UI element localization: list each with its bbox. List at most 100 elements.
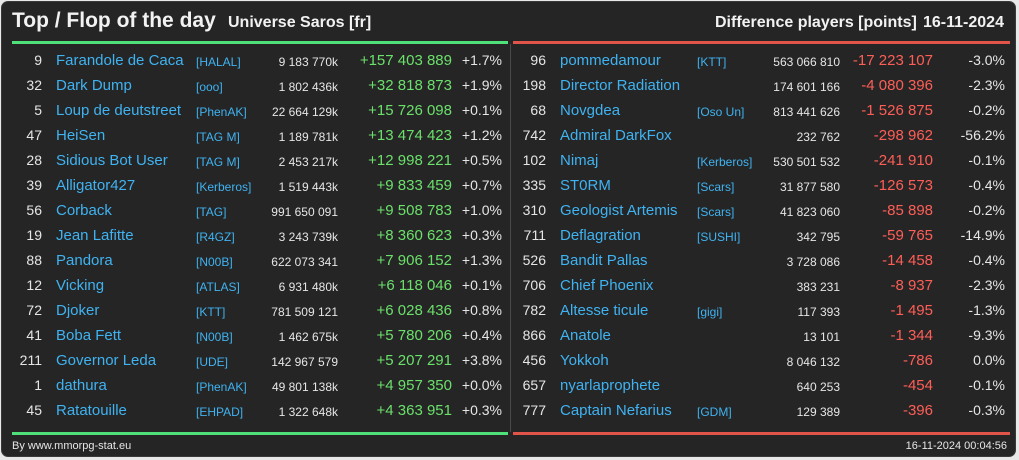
player-name-link[interactable]: Admiral DarkFox — [560, 127, 672, 144]
player-name-link[interactable]: Altesse ticule — [560, 302, 649, 319]
alliance-tag-link[interactable]: [TAG] — [196, 205, 227, 219]
flop-row: 526 Bandit Pallas 3 728 086 -14 458 -0.4% — [511, 248, 1015, 273]
player-name-link[interactable]: Pandora — [56, 252, 113, 269]
alliance-tag-link[interactable]: [Kerberos] — [697, 155, 753, 169]
percent-change: +1.7% — [461, 52, 502, 68]
alliance-tag-link[interactable]: [Scars] — [697, 180, 735, 194]
alliance-tag-link[interactable]: [Oso Un] — [697, 105, 745, 119]
points-difference: +9 508 783 — [376, 202, 453, 219]
universe-label: Universe Saros [fr] — [228, 14, 372, 31]
player-rank: 335 — [522, 177, 546, 193]
player-points: 1 519 443k — [278, 180, 338, 194]
player-points: 22 664 129k — [271, 105, 338, 119]
player-rank: 102 — [522, 152, 546, 168]
player-points: 129 389 — [796, 405, 840, 419]
alliance-tag-link[interactable]: [PhenAK] — [196, 105, 247, 119]
percent-change: +0.3% — [461, 227, 502, 243]
alliance-tag-link[interactable]: [ooo] — [196, 80, 223, 94]
player-name-link[interactable]: Sidious Bot User — [56, 152, 168, 169]
percent-change: -3.0% — [968, 52, 1005, 68]
player-name-link[interactable]: Farandole de Caca — [56, 52, 184, 69]
percent-change: -0.2% — [968, 102, 1005, 118]
points-difference: +6 028 436 — [376, 302, 453, 319]
top-row: 88 Pandora [N00B] 622 073 341 +7 906 152 +1.3… — [2, 248, 510, 273]
alliance-tag-link[interactable]: [SUSHI] — [697, 230, 741, 244]
player-rank: 706 — [522, 277, 546, 293]
player-name-link[interactable]: Corback — [56, 202, 112, 219]
points-difference: -85 898 — [882, 202, 933, 219]
flop-row: 782 Altesse ticule [gigi] 117 393 -1 495 -1.3… — [511, 298, 1015, 323]
flop-row: 866 Anatole 13 101 -1 344 -9.3% — [511, 323, 1015, 348]
alliance-tag-link[interactable]: [TAG M] — [196, 130, 240, 144]
alliance-tag-link[interactable]: [Scars] — [697, 205, 735, 219]
flop-row: 198 Director Radiation 174 601 166 -4 080 3… — [511, 73, 1015, 98]
alliance-tag-link[interactable]: [Kerberos] — [196, 180, 252, 194]
player-points: 31 877 580 — [779, 180, 840, 194]
player-name-link[interactable]: Loup de deutstreet — [56, 102, 182, 119]
player-name-link[interactable]: nyarlaprophete — [560, 377, 661, 394]
percent-change: +0.8% — [461, 302, 502, 318]
player-rank: 9 — [34, 52, 42, 68]
points-difference: -14 458 — [882, 252, 933, 269]
alliance-tag-link[interactable]: [EHPAD] — [196, 405, 244, 419]
alliance-tag-link[interactable]: [TAG M] — [196, 155, 240, 169]
player-points: 781 509 121 — [271, 305, 338, 319]
player-name-link[interactable]: Geologist Artemis — [560, 202, 678, 219]
percent-change: +0.1% — [461, 102, 502, 118]
player-rank: 657 — [522, 377, 546, 393]
alliance-tag-link[interactable]: [KTT] — [697, 55, 727, 69]
alliance-tag-link[interactable]: [N00B] — [196, 255, 233, 269]
player-name-link[interactable]: Nimaj — [560, 152, 599, 169]
player-name-link[interactable]: Vicking — [56, 277, 105, 294]
points-difference: -1 495 — [890, 302, 933, 319]
player-rank: 39 — [26, 177, 42, 193]
alliance-tag-link[interactable]: [N00B] — [196, 330, 233, 344]
player-name-link[interactable]: Novgdea — [560, 102, 621, 119]
player-points: 13 101 — [803, 330, 840, 344]
player-name-link[interactable]: HeiSen — [56, 127, 106, 144]
player-name-link[interactable]: Djoker — [56, 302, 100, 319]
alliance-tag-link[interactable]: [gigi] — [697, 305, 723, 319]
player-name-link[interactable]: pommedamour — [560, 52, 661, 69]
player-name-link[interactable]: Dark Dump — [56, 77, 132, 94]
player-name-link[interactable]: Bandit Pallas — [560, 252, 648, 269]
player-name-link[interactable]: Boba Fett — [56, 327, 122, 344]
player-name-link[interactable]: Deflagration — [560, 227, 641, 244]
points-difference: -17 223 107 — [852, 52, 933, 69]
player-name-link[interactable]: Ratatouille — [56, 402, 127, 419]
player-points: 1 802 436k — [278, 80, 338, 94]
flop-row: 96 pommedamour [KTT] 563 066 810 -17 223 107… — [511, 48, 1015, 73]
points-difference: -126 573 — [873, 177, 933, 194]
player-name-link[interactable]: Chief Phoenix — [560, 277, 654, 294]
points-difference: +9 833 459 — [376, 177, 453, 194]
alliance-tag-link[interactable]: [PhenAK] — [196, 380, 247, 394]
player-name-link[interactable]: ST0RM — [560, 177, 611, 194]
player-rank: 56 — [26, 202, 42, 218]
player-name-link[interactable]: Alligator427 — [56, 177, 136, 194]
player-rank: 12 — [26, 277, 42, 293]
alliance-tag-link[interactable]: [HALAL] — [196, 55, 241, 69]
percent-change: -0.4% — [968, 177, 1005, 193]
top-row: 32 Dark Dump [ooo] 1 802 436k +32 818 873 +1.… — [2, 73, 510, 98]
player-rank: 47 — [26, 127, 42, 143]
alliance-tag-link[interactable]: [GDM] — [697, 405, 732, 419]
alliance-tag-link[interactable]: [ATLAS] — [196, 280, 240, 294]
player-name-link[interactable]: Anatole — [560, 327, 611, 344]
player-points: 383 231 — [796, 280, 840, 294]
player-name-link[interactable]: Jean Lafitte — [56, 227, 134, 244]
player-name-link[interactable]: Director Radiation — [560, 77, 681, 94]
percent-change: +0.5% — [461, 152, 502, 168]
percent-change: +0.1% — [461, 277, 502, 293]
top-row: 211 Governor Leda [UDE] 142 967 579 +5 207 2… — [2, 348, 510, 373]
percent-change: +0.7% — [461, 177, 502, 193]
player-name-link[interactable]: Governor Leda — [56, 352, 157, 369]
player-name-link[interactable]: Yokkoh — [560, 352, 609, 369]
alliance-tag-link[interactable]: [UDE] — [196, 355, 229, 369]
player-name-link[interactable]: Captain Nefarius — [560, 402, 672, 419]
player-name-link[interactable]: dathura — [56, 377, 107, 394]
alliance-tag-link[interactable]: [KTT] — [196, 305, 226, 319]
percent-change: 0.0% — [973, 352, 1005, 368]
player-points: 41 823 060 — [779, 205, 840, 219]
alliance-tag-link[interactable]: [R4GZ] — [196, 230, 235, 244]
